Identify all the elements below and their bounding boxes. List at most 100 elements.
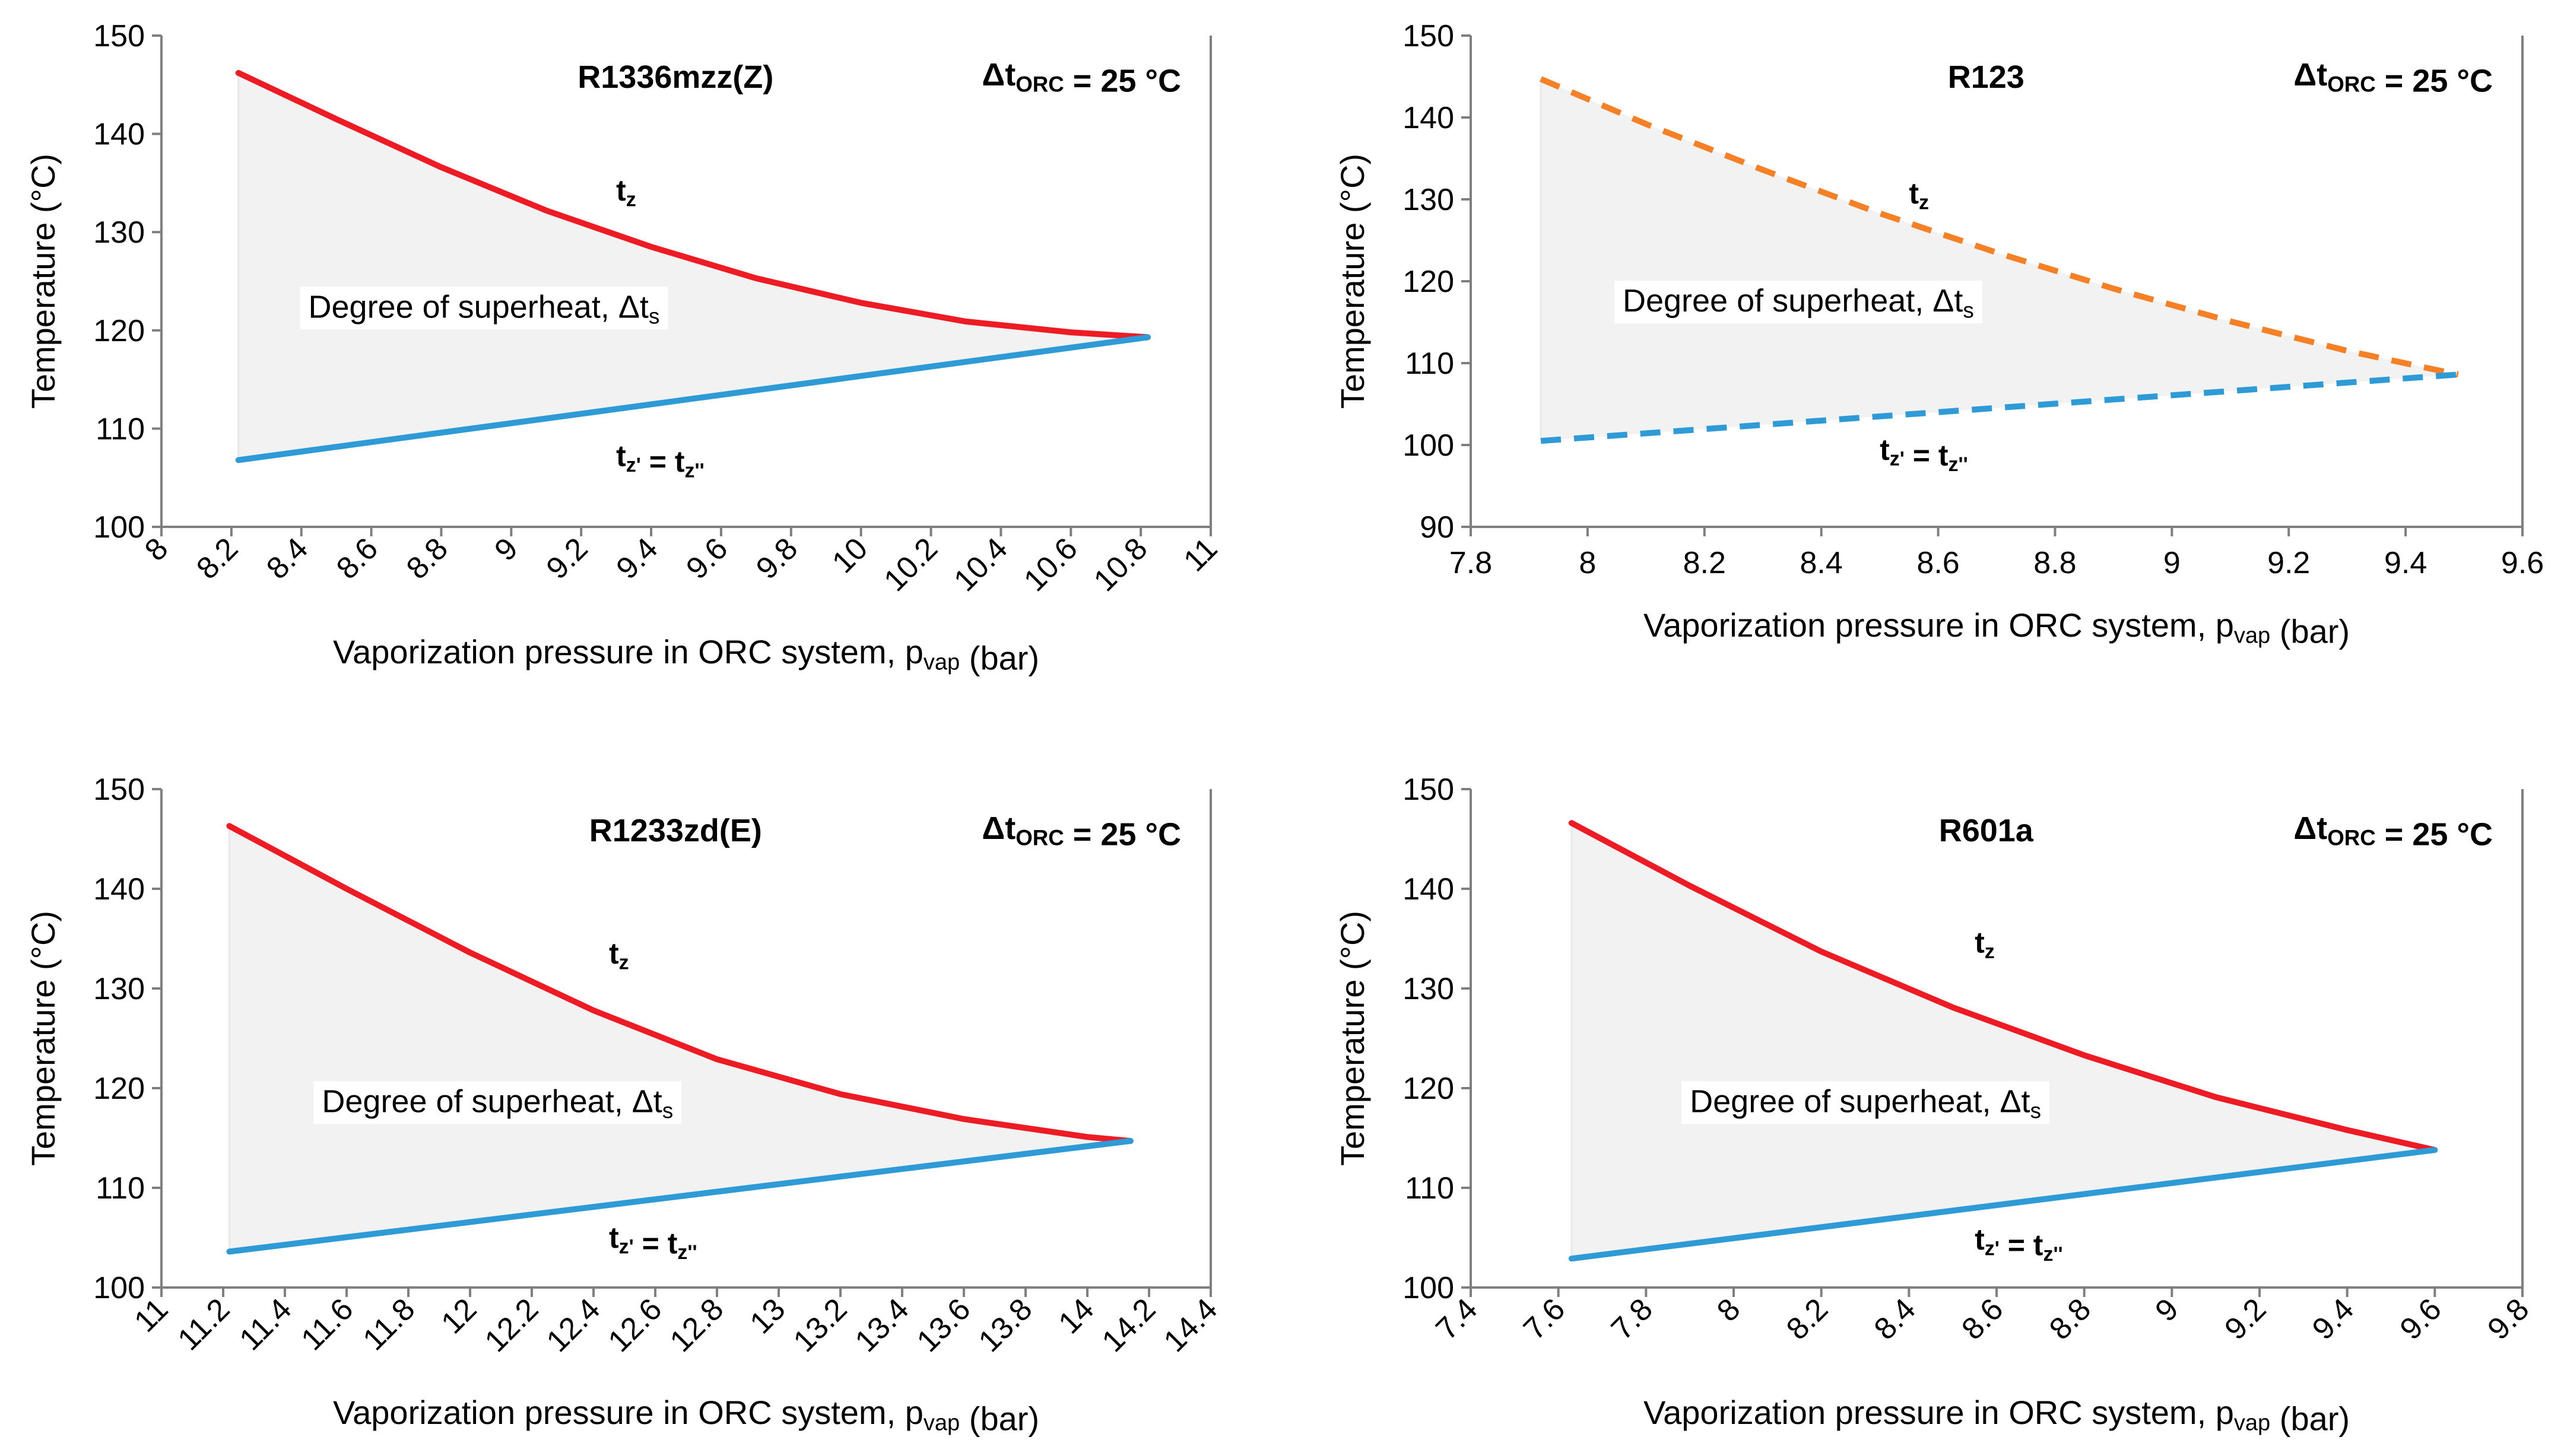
x-tick-label: 8.8 [2033, 546, 2076, 580]
y-tick-label: 120 [1402, 1072, 1454, 1106]
chart-title: R1336mzz(Z) [577, 59, 773, 95]
x-tick-label: 14.4 [1157, 1292, 1224, 1359]
y-tick-label: 130 [93, 972, 145, 1006]
x-tick-label: 9.4 [610, 531, 664, 586]
x-tick-label: 10.6 [1017, 531, 1084, 598]
region-label-bg [1614, 281, 1982, 324]
x-tick-label: 10.4 [947, 531, 1014, 598]
series-line-tz [1540, 76, 2459, 378]
y-axis-title: Temperature (°C) [24, 154, 62, 409]
curve-label-tz-prime: tz' = tz'' [1975, 1223, 2063, 1266]
y-tick-label: 150 [93, 19, 145, 53]
y-tick-label: 140 [93, 117, 145, 152]
x-tick-label: 8.2 [1780, 1292, 1835, 1346]
x-tick-label: 12.8 [664, 1292, 731, 1359]
x-tick-label: 11 [1177, 531, 1224, 578]
superheat-region [1541, 79, 2458, 441]
delta-t-label: ΔtORC = 25 °C [2293, 57, 2493, 98]
curve-label-tz: tz [616, 174, 636, 211]
x-tick-label: 7.8 [1449, 546, 1492, 580]
delta-t-label: ΔtORC = 25 °C [2293, 810, 2493, 852]
y-tick-label: 100 [93, 1271, 145, 1305]
series-line-tz [1568, 820, 2438, 1153]
x-tick-label: 9.6 [2394, 1292, 2448, 1346]
x-tick-label: 13.4 [849, 1292, 916, 1359]
x-tick-label: 9.6 [2501, 546, 2544, 580]
x-tick-label: 8.4 [1868, 1292, 1922, 1346]
x-tick-label: 12.4 [540, 1292, 607, 1359]
x-tick-label: 11.4 [233, 1292, 299, 1357]
x-axis-title: Vaporization pressure in ORC system, pva… [1643, 606, 2350, 650]
y-tick-label: 120 [93, 1072, 145, 1106]
region-label: Degree of superheat, Δts [322, 1083, 673, 1123]
x-tick-label: 12 [435, 1292, 484, 1340]
x-tick-label: 9 [488, 531, 524, 567]
x-tick-label: 9.4 [2384, 546, 2427, 580]
x-tick-label: 8.4 [1800, 546, 1843, 580]
curve-label-tz-prime: tz' = tz'' [616, 439, 705, 482]
x-tick-label: 8 [1711, 1292, 1747, 1328]
x-tick-label: 11.6 [295, 1292, 360, 1357]
x-tick-label: 8.2 [1683, 546, 1726, 580]
x-tick-label: 8.6 [1955, 1292, 2010, 1346]
x-tick-label: 14.2 [1096, 1292, 1163, 1359]
x-tick-label: 9.6 [680, 531, 734, 586]
chart-title: R1233zd(E) [589, 813, 762, 848]
chart-panel-2: 90 100 110 120 130 140 150 7.8 8 8.2 8.4 8.6 8.8 9 9.2… [1334, 19, 2544, 650]
x-tick-label: 9 [2163, 546, 2181, 580]
x-tick-label: 10.8 [1087, 531, 1154, 598]
series-line-tz-prime [226, 1138, 1134, 1255]
y-tick-label: 110 [96, 1171, 145, 1206]
region-label: Degree of superheat, Δts [309, 289, 660, 328]
x-tick-label: 7.6 [1517, 1292, 1572, 1346]
y-tick-label: 100 [1402, 1271, 1454, 1305]
x-axis-title: Vaporization pressure in ORC system, pva… [333, 1394, 1039, 1438]
region-label-bg [300, 287, 668, 330]
y-tick-label: 140 [1402, 872, 1454, 907]
x-axis-title: Vaporization pressure in ORC system, pva… [333, 633, 1039, 677]
x-tick-label: 11.8 [357, 1292, 422, 1357]
x-tick-label: 9.2 [2267, 546, 2310, 580]
region-label-bg [1681, 1081, 2049, 1124]
x-tick-label: 8.6 [330, 531, 385, 586]
superheat-region [238, 72, 1148, 460]
y-tick-label: 150 [1402, 772, 1454, 807]
region-label: Degree of superheat, Δts [1690, 1083, 2041, 1123]
y-tick-label: 130 [1402, 183, 1454, 217]
y-tick-label: 100 [1402, 428, 1454, 463]
series-line-tz [226, 823, 1134, 1144]
series-line-tz-prime [235, 334, 1151, 463]
x-tick-label: 9.2 [2218, 1292, 2273, 1346]
x-axis-title: Vaporization pressure in ORC system, pva… [1643, 1394, 2350, 1438]
series-line-tz-prime [1540, 371, 2459, 444]
y-axis-title: Temperature (°C) [24, 911, 62, 1166]
x-tick-label: 7.8 [1605, 1292, 1659, 1346]
y-tick-label: 130 [93, 215, 145, 250]
y-tick-label: 100 [93, 510, 145, 545]
y-tick-label: 140 [1402, 101, 1454, 135]
delta-t-label: ΔtORC = 25 °C [982, 810, 1181, 852]
x-tick-label: 13 [744, 1292, 792, 1340]
x-tick-label: 9.8 [750, 531, 804, 586]
delta-t-label: ΔtORC = 25 °C [982, 57, 1181, 98]
x-tick-label: 13.2 [787, 1292, 854, 1359]
x-tick-label: 8.2 [190, 531, 245, 586]
x-tick-label: 9.8 [2481, 1292, 2536, 1346]
x-tick-label: 8.6 [1916, 546, 1959, 580]
x-tick-label: 12.6 [602, 1292, 669, 1359]
y-tick-label: 110 [1405, 1171, 1454, 1206]
y-axis-title: Temperature (°C) [1334, 911, 1371, 1166]
y-axis-title: Temperature (°C) [1334, 154, 1371, 409]
x-tick-label: 8.8 [400, 531, 455, 586]
curve-label-tz: tz [1975, 926, 1995, 964]
x-tick-label: 9.4 [2306, 1292, 2360, 1346]
series-line-tz-prime [1568, 1147, 2438, 1262]
curve-label-tz-prime: tz' = tz'' [1880, 433, 1968, 476]
x-tick-label: 10.2 [877, 531, 944, 598]
y-tick-label: 120 [1402, 265, 1454, 299]
x-tick-label: 11.2 [172, 1292, 237, 1357]
